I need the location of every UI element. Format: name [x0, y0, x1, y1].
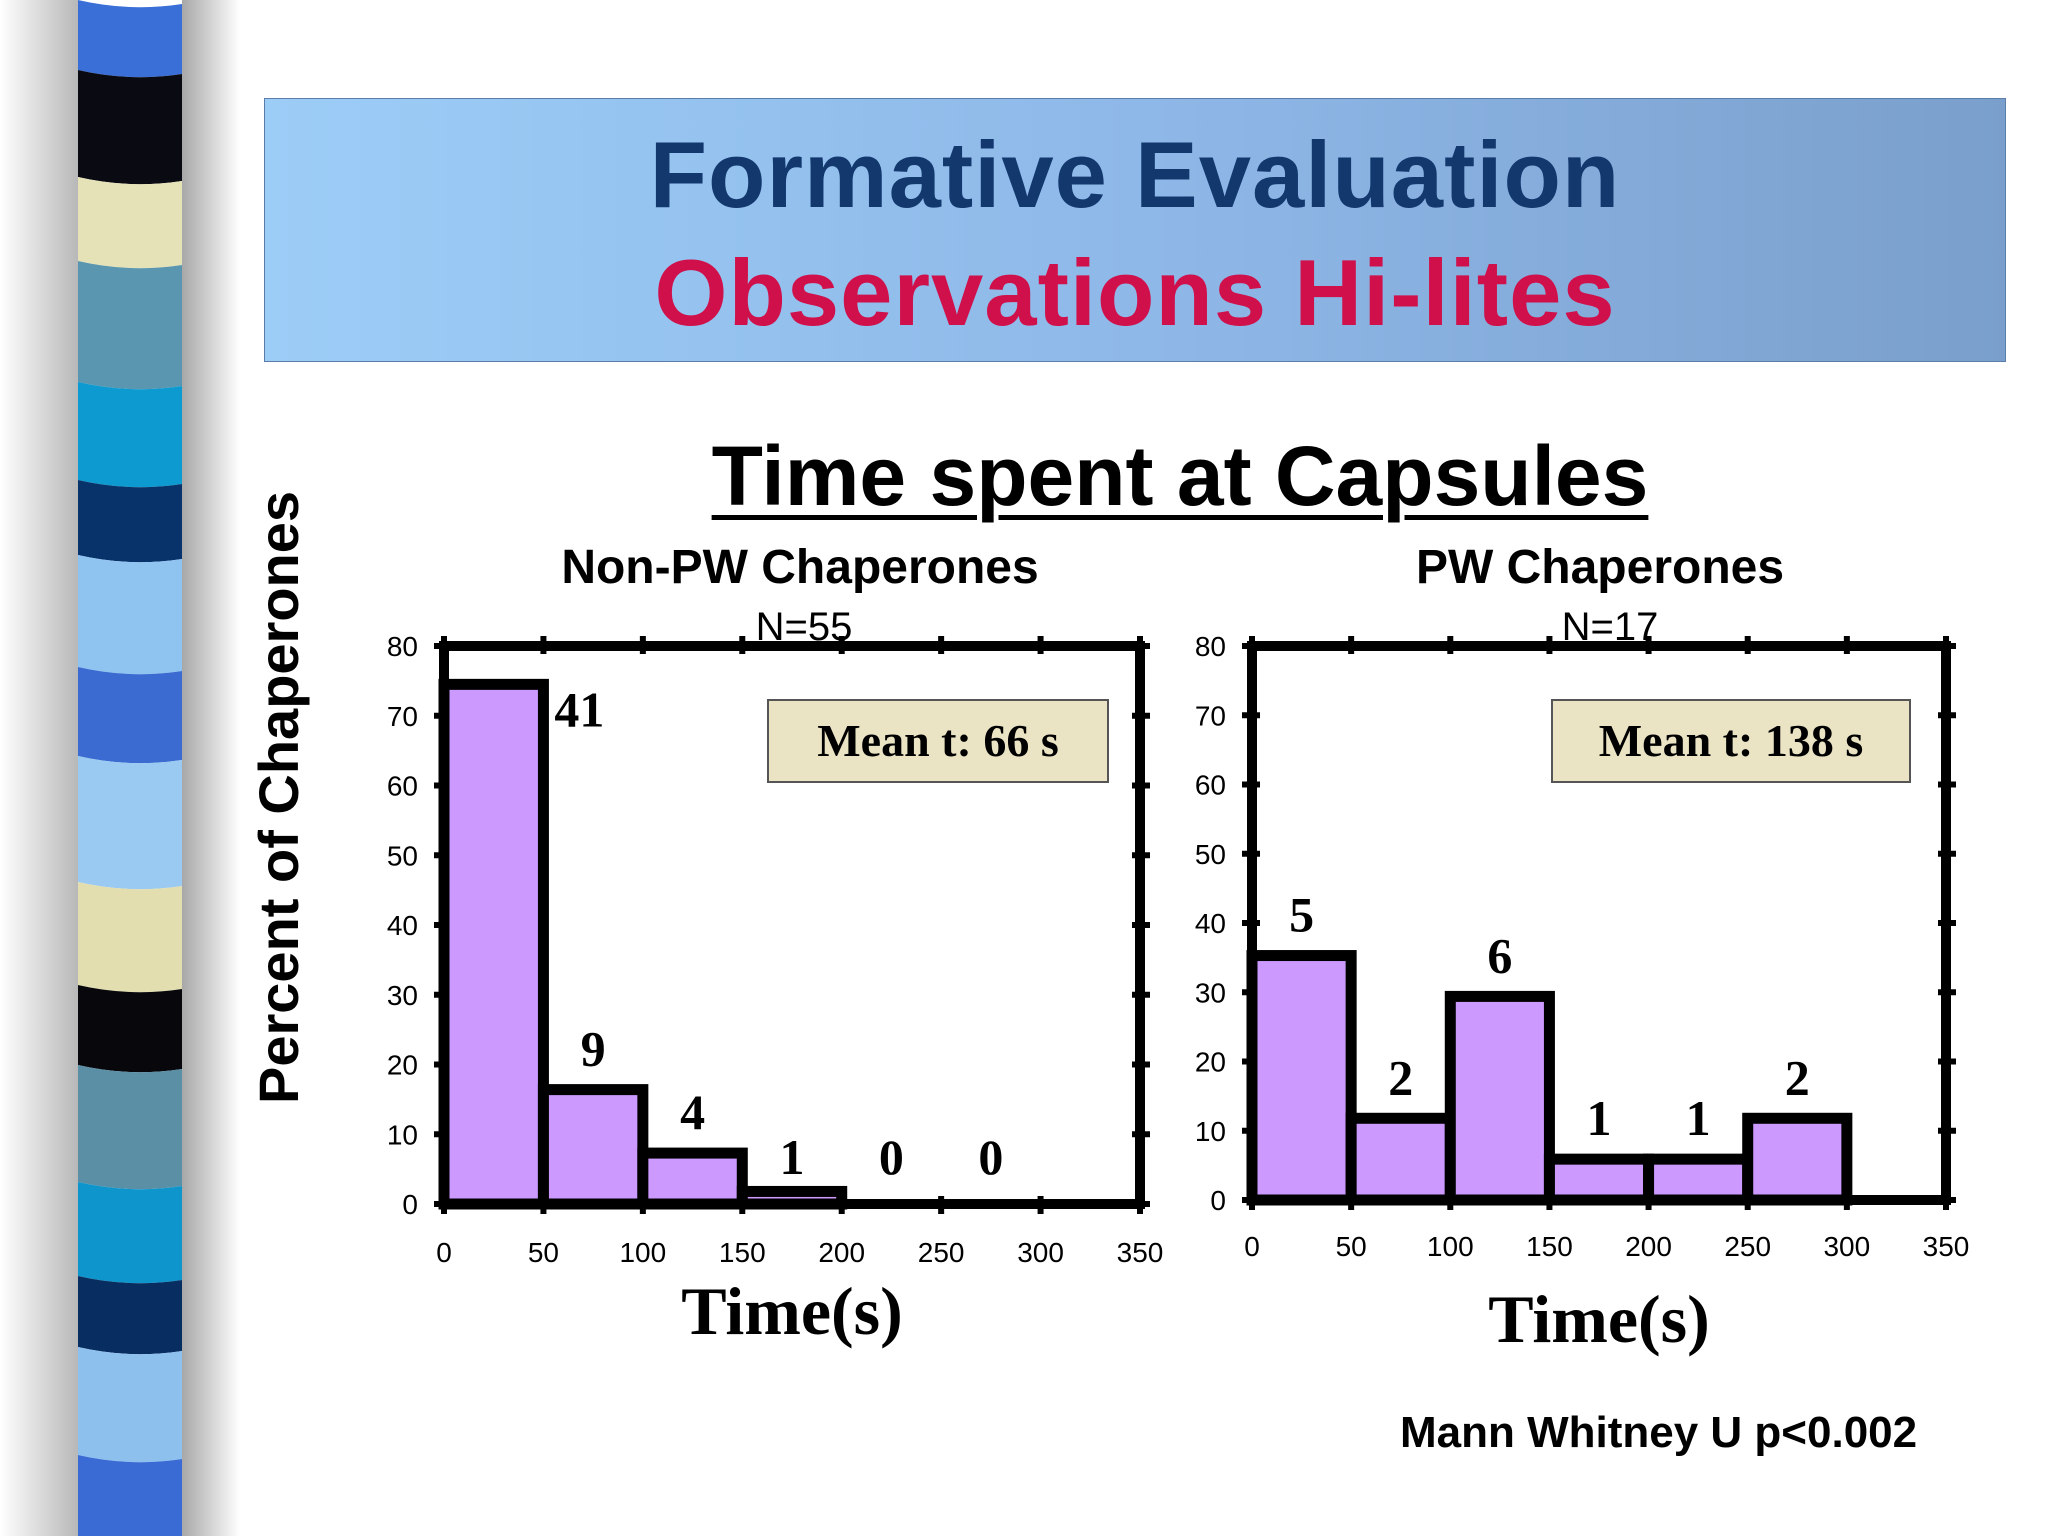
- x-tick-label: 300: [1017, 1237, 1064, 1268]
- x-tick-label: 200: [818, 1237, 865, 1268]
- mean-box: [1551, 699, 1911, 783]
- title-line-2: Observations Hi-lites: [654, 240, 1616, 345]
- stripe-band: [78, 1065, 182, 1190]
- histogram-bar: [736, 1185, 848, 1210]
- y-tick-label: 60: [1195, 770, 1226, 801]
- stripe-band: [78, 667, 182, 764]
- histogram-bar: [1246, 950, 1357, 1206]
- x-tick-label: 200: [1625, 1231, 1672, 1262]
- stripe-band: [78, 985, 182, 1073]
- stripe-band: [78, 1182, 182, 1284]
- x-axis-label: Time(s): [1488, 1281, 1710, 1357]
- y-tick-label: 10: [387, 1119, 418, 1150]
- left-panel-title: Non-PW Chaperones: [561, 541, 1039, 594]
- histogram-bar: [1543, 1153, 1655, 1206]
- x-tick-label: 150: [1526, 1231, 1573, 1262]
- stripe-band: [78, 555, 182, 675]
- histogram-bar: [1643, 1153, 1754, 1206]
- title-banner: Formative Evaluation Observations Hi-lit…: [264, 98, 2006, 362]
- subtitle: Time spent at Capsules: [711, 429, 1649, 523]
- bar-count-label: 1: [1587, 1090, 1612, 1146]
- stripe-band: [78, 1455, 182, 1536]
- decorative-stripe-column: [0, 0, 240, 1536]
- y-tick-label: 0: [1210, 1185, 1226, 1216]
- bar-count-label: 4: [680, 1084, 705, 1140]
- y-tick-label: 70: [387, 701, 418, 732]
- stripe-band: [78, 1347, 182, 1463]
- stripe-band: [78, 1276, 182, 1355]
- footer-statistic: Mann Whitney U p<0.002: [1400, 1408, 1918, 1457]
- title-line-1: Formative Evaluation: [649, 122, 1621, 227]
- histogram-bar: [1444, 990, 1555, 1206]
- y-tick-label: 20: [387, 1050, 418, 1081]
- histogram-bar: [1345, 1112, 1456, 1206]
- bar-count-label: 2: [1388, 1049, 1413, 1105]
- x-tick-label: 300: [1823, 1231, 1870, 1262]
- x-tick-label: 50: [528, 1237, 559, 1268]
- histogram-bar: [537, 1084, 649, 1210]
- y-tick-label: 30: [387, 980, 418, 1011]
- stripe-band: [78, 70, 182, 185]
- x-tick-label: 0: [1244, 1231, 1260, 1262]
- y-tick-label: 10: [1195, 1116, 1226, 1147]
- bar-count-label: 41: [554, 681, 604, 737]
- histogram-bar: [438, 678, 549, 1210]
- bar-count-label: 0: [978, 1129, 1003, 1185]
- x-tick-label: 350: [1923, 1231, 1970, 1262]
- right-panel-title: PW Chaperones: [1415, 541, 1785, 594]
- y-tick-label: 80: [1195, 631, 1226, 662]
- bar-count-label: 5: [1289, 887, 1314, 943]
- histogram-bar: [637, 1147, 748, 1210]
- stripe-band: [78, 177, 182, 269]
- x-tick-label: 100: [1427, 1231, 1474, 1262]
- y-tick-label: 50: [1195, 839, 1226, 870]
- bar-count-label: 0: [879, 1129, 904, 1185]
- y-tick-label: 20: [1195, 1047, 1226, 1078]
- y-tick-label: 70: [1195, 700, 1226, 731]
- bar-count-label: 1: [1686, 1090, 1711, 1146]
- bar-count-label: 1: [780, 1129, 805, 1185]
- histogram-bar: [1742, 1112, 1853, 1206]
- stripe-band: [78, 261, 182, 390]
- bar-count-label: 2: [1785, 1049, 1810, 1105]
- x-tick-label: 250: [918, 1237, 965, 1268]
- y-tick-label: 40: [387, 910, 418, 941]
- stripe-band: [78, 382, 182, 488]
- y-tick-label: 80: [387, 631, 418, 662]
- x-tick-label: 350: [1117, 1237, 1164, 1268]
- stripe-band: [78, 882, 182, 993]
- bar-count-label: 9: [581, 1021, 606, 1077]
- x-tick-label: 100: [619, 1237, 666, 1268]
- y-tick-label: 40: [1195, 908, 1226, 939]
- y-tick-label: 60: [387, 771, 418, 802]
- bar-count-label: 6: [1487, 927, 1512, 983]
- x-tick-label: 0: [436, 1237, 452, 1268]
- stripe-band: [78, 0, 182, 78]
- mean-label: Mean t: 66 s: [817, 715, 1058, 766]
- right-histogram: 0 10 20 30 40 50 60 70 80 0 50 100 150 200 250 300 350 5 2…: [1195, 631, 1970, 1357]
- mean-box: [767, 699, 1109, 783]
- stripe-band: [78, 756, 182, 890]
- y-tick-label: 0: [402, 1189, 418, 1220]
- x-tick-label: 250: [1724, 1231, 1771, 1262]
- x-axis-label: Time(s): [681, 1273, 903, 1349]
- x-tick-label: 150: [719, 1237, 766, 1268]
- mean-label: Mean t: 138 s: [1599, 715, 1863, 766]
- y-tick-label: 30: [1195, 977, 1226, 1008]
- x-tick-label: 50: [1336, 1231, 1367, 1262]
- y-tick-label: 50: [387, 840, 418, 871]
- stripe-band: [78, 480, 182, 563]
